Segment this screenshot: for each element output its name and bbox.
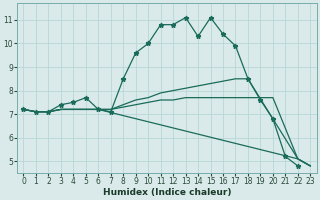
X-axis label: Humidex (Indice chaleur): Humidex (Indice chaleur) <box>103 188 231 197</box>
